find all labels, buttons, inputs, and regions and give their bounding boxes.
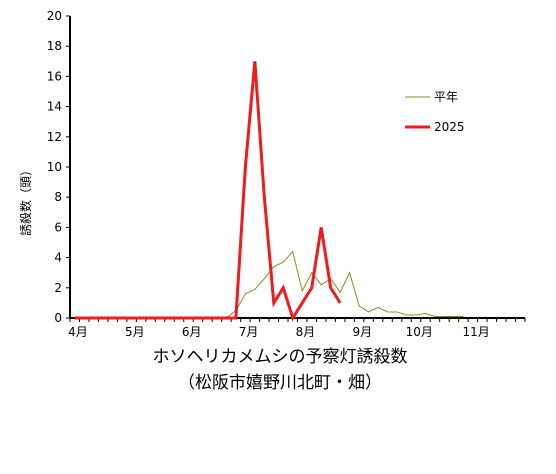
- y-tick-label: 10: [47, 160, 62, 174]
- x-tick-label: 6月: [182, 325, 202, 339]
- y-tick-label: 16: [47, 69, 62, 83]
- x-tick-label: 9月: [353, 325, 373, 339]
- y-axis-label: 誘殺数（頭）: [18, 164, 33, 236]
- legend-label: 2025: [434, 120, 465, 134]
- y-tick-label: 2: [54, 281, 62, 295]
- y-tick-label: 14: [47, 100, 62, 114]
- x-tick-label: 4月: [68, 325, 88, 339]
- y-tick-label: 12: [47, 130, 62, 144]
- legend-label: 平年: [434, 90, 458, 104]
- x-tick-label: 7月: [239, 325, 259, 339]
- y-tick-label: 4: [54, 251, 62, 265]
- x-tick-label: 5月: [125, 325, 145, 339]
- x-tick-label: 10月: [406, 325, 433, 339]
- series-line: [74, 61, 342, 322]
- y-tick-label: 20: [47, 9, 62, 23]
- y-tick-label: 18: [47, 39, 62, 53]
- x-tick-label: 8月: [296, 325, 316, 339]
- chart-title: ホソヘリカメムシの予察灯誘殺数: [153, 347, 408, 367]
- chart-subtitle: （松阪市嬉野川北町・畑）: [178, 373, 382, 393]
- y-tick-label: 6: [54, 220, 62, 234]
- y-tick-label: 0: [54, 311, 62, 325]
- y-tick-label: 8: [54, 190, 62, 204]
- x-tick-label: 11月: [462, 325, 489, 339]
